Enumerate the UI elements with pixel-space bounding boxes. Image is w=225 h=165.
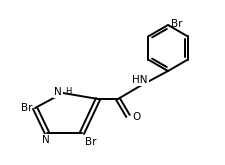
Text: H: H xyxy=(65,87,71,97)
Text: Br: Br xyxy=(171,19,182,29)
Text: O: O xyxy=(132,112,140,122)
Text: N: N xyxy=(54,87,62,97)
Text: Br: Br xyxy=(85,137,97,147)
Text: Br: Br xyxy=(20,103,32,113)
Text: N: N xyxy=(42,135,50,145)
Text: HN: HN xyxy=(132,75,148,85)
